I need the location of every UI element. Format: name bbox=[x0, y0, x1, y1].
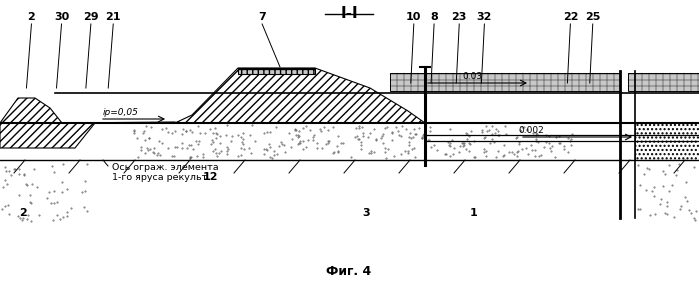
Text: I-I: I-I bbox=[340, 6, 358, 21]
Text: 0.03: 0.03 bbox=[462, 72, 482, 81]
Polygon shape bbox=[175, 68, 425, 123]
Polygon shape bbox=[635, 123, 699, 160]
Text: 30: 30 bbox=[54, 12, 69, 22]
Polygon shape bbox=[238, 68, 315, 74]
Text: Фиг. 4: Фиг. 4 bbox=[326, 265, 372, 278]
Text: Ось ограж. элемента: Ось ограж. элемента bbox=[112, 163, 219, 172]
Text: 32: 32 bbox=[477, 12, 492, 22]
Text: 23: 23 bbox=[452, 12, 467, 22]
Text: 10: 10 bbox=[406, 12, 421, 22]
Polygon shape bbox=[0, 123, 95, 148]
Text: 3: 3 bbox=[362, 208, 370, 218]
Text: 22: 22 bbox=[563, 12, 578, 22]
Text: 2: 2 bbox=[27, 12, 36, 22]
Text: 12: 12 bbox=[203, 172, 218, 182]
Text: 1: 1 bbox=[470, 208, 477, 218]
Text: 1-го яруса рекульт.: 1-го яруса рекульт. bbox=[112, 173, 210, 182]
Bar bbox=[390, 73, 620, 91]
Text: 7: 7 bbox=[258, 12, 266, 22]
Text: 2: 2 bbox=[20, 208, 27, 218]
Text: iр=0,05: iр=0,05 bbox=[103, 108, 139, 117]
Text: 0.002: 0.002 bbox=[518, 126, 544, 135]
Polygon shape bbox=[0, 98, 62, 123]
Text: 8: 8 bbox=[430, 12, 438, 22]
Bar bbox=[628, 73, 699, 91]
Text: 25: 25 bbox=[585, 12, 600, 22]
Text: 29: 29 bbox=[83, 12, 99, 22]
Text: 21: 21 bbox=[106, 12, 121, 22]
